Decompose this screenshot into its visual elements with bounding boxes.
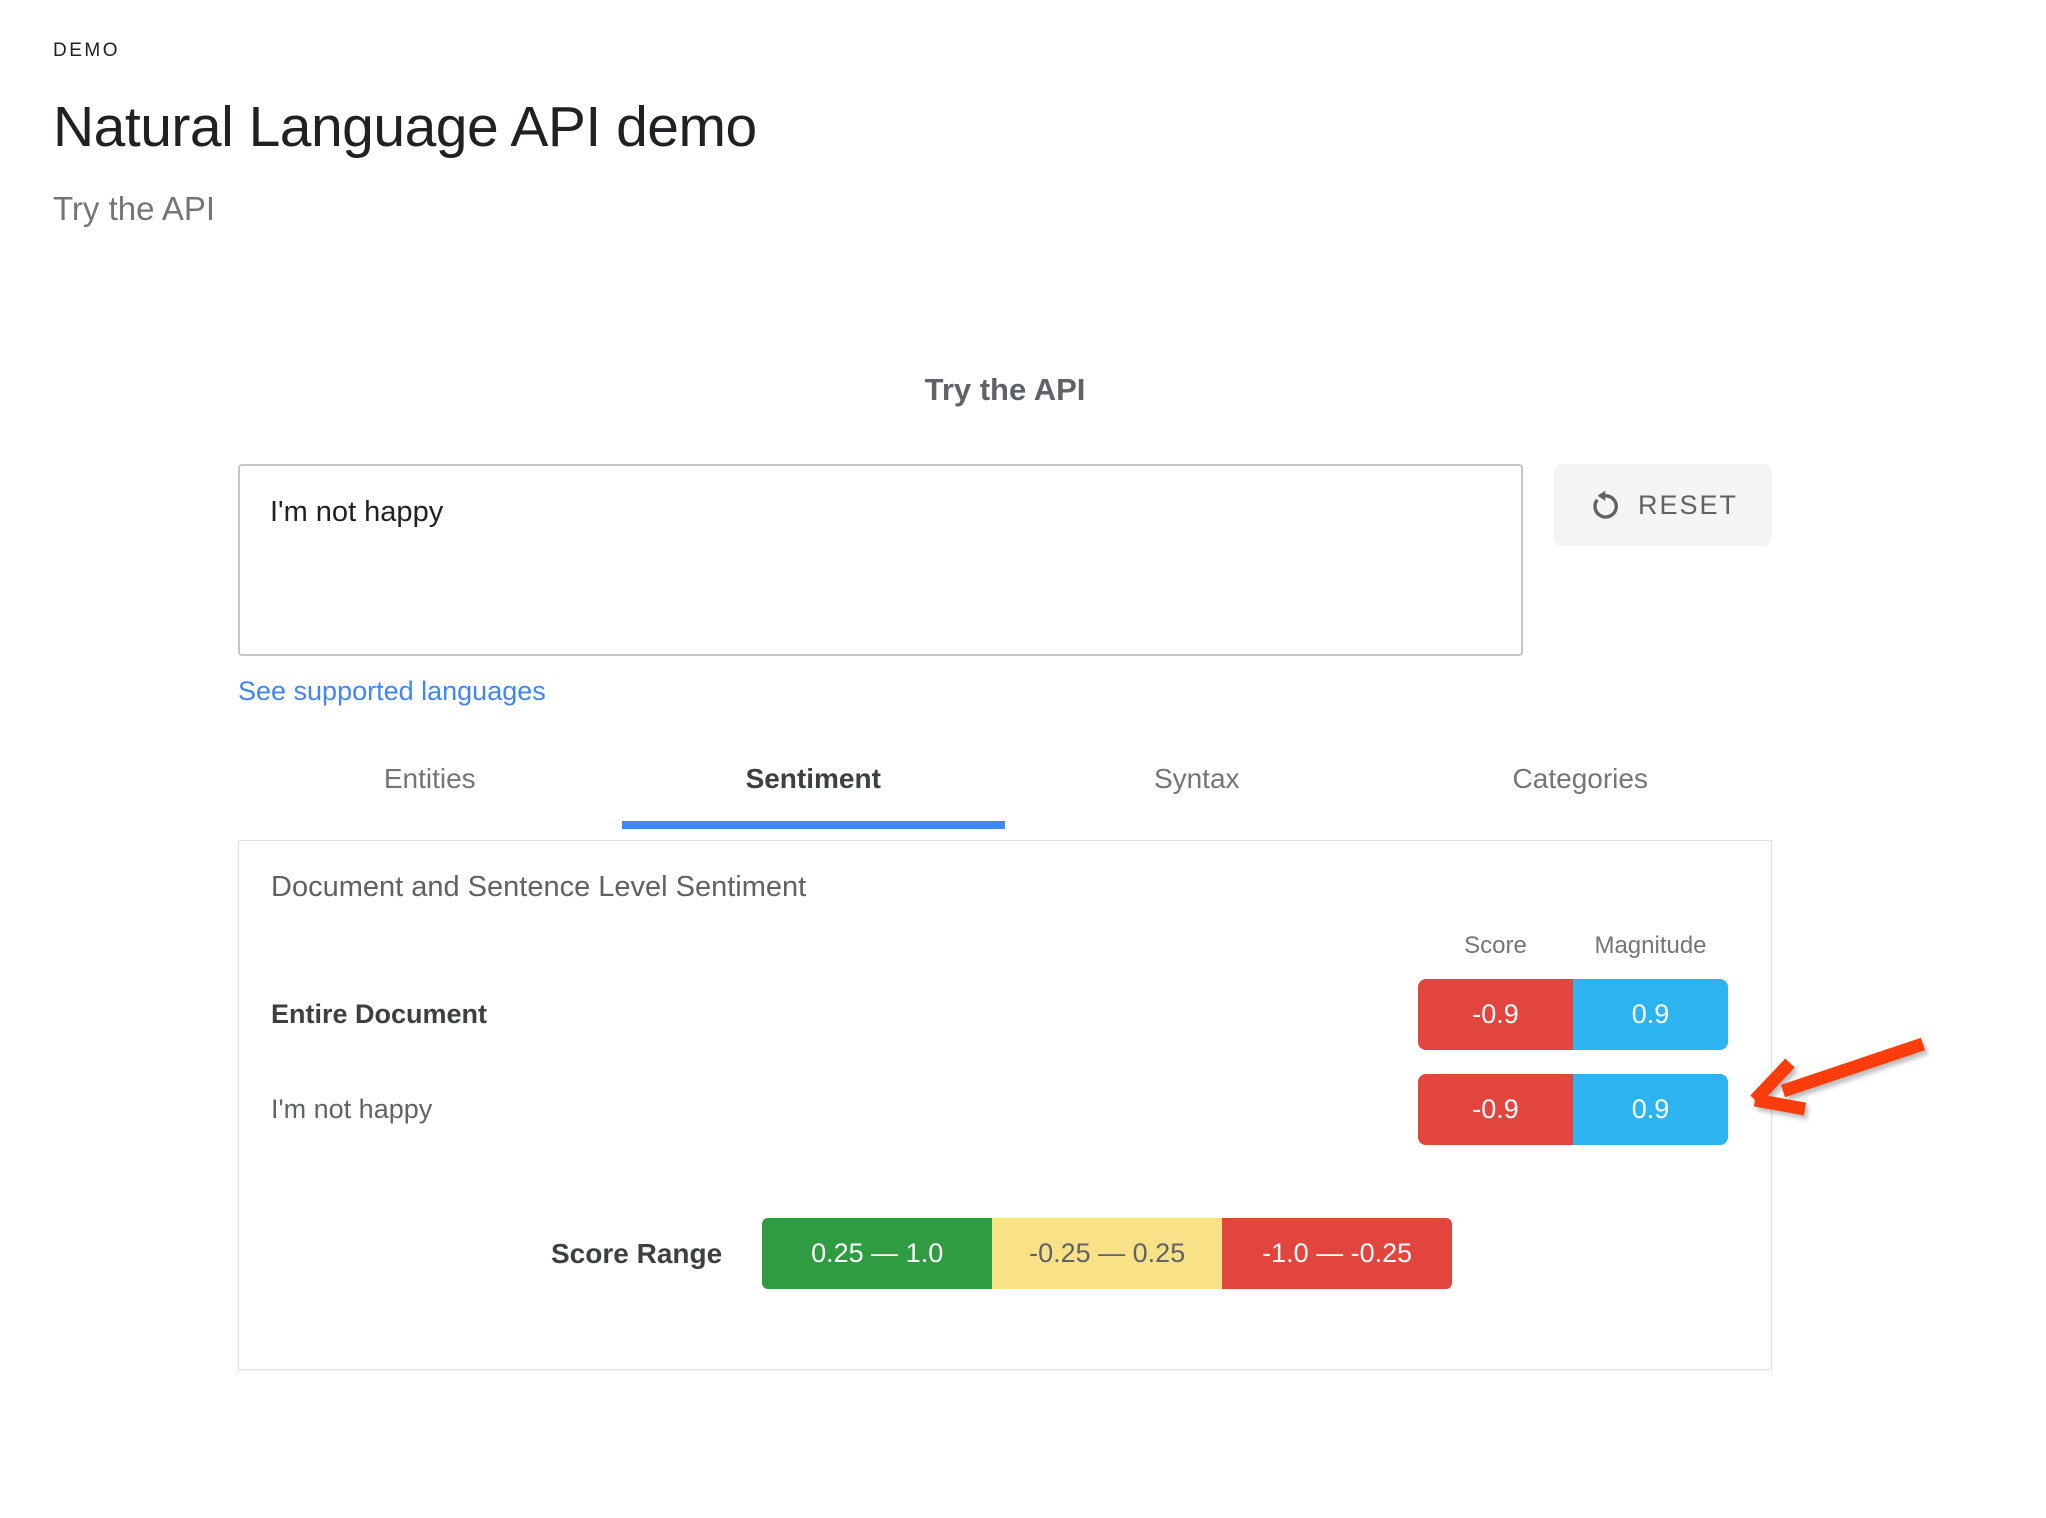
tab-sentiment[interactable]: Sentiment: [621, 763, 1005, 829]
input-row: I'm not happy RESET: [238, 464, 1772, 656]
tab-categories[interactable]: Categories: [1512, 763, 1648, 794]
supported-languages-link[interactable]: See supported languages: [238, 676, 546, 706]
tab-syntax[interactable]: Syntax: [1153, 763, 1240, 794]
sentiment-panel: Document and Sentence Level Sentiment Sc…: [238, 840, 1772, 1370]
score-column-header: Score: [1464, 932, 1527, 959]
score-range-negative: -1.0 — -0.25: [1222, 1218, 1453, 1289]
score-badge: -0.9: [1418, 979, 1573, 1050]
sentiment-badges: -0.9 0.9: [1418, 979, 1728, 1050]
sentiment-row-entire-document: Entire Document -0.9 0.9: [271, 979, 1739, 1050]
column-headers: Score Magnitude: [271, 932, 1728, 960]
score-range-positive: 0.25 — 1.0: [762, 1218, 993, 1289]
sentiment-row-sentence: I'm not happy -0.9 0.9: [271, 1074, 1739, 1145]
page-header: DEMO Natural Language API demo Try the A…: [53, 40, 757, 228]
reset-button-label: RESET: [1637, 489, 1739, 520]
page-subtitle: Try the API: [53, 190, 216, 227]
result-tabs: Entities Sentiment Syntax Categories: [238, 763, 1772, 829]
text-input[interactable]: I'm not happy: [238, 464, 1523, 656]
magnitude-column-header: Magnitude: [1594, 932, 1707, 959]
tab-entities[interactable]: Entities: [383, 763, 476, 794]
reset-button[interactable]: RESET: [1554, 464, 1772, 546]
score-range-legend: Score Range 0.25 — 1.0 -0.25 — 0.25 -1.0…: [551, 1218, 1739, 1289]
row-label: I'm not happy: [271, 1094, 433, 1124]
sentiment-badges: -0.9 0.9: [1418, 1074, 1728, 1145]
magnitude-badge: 0.9: [1573, 1074, 1728, 1145]
try-api-section: Try the API I'm not happy RESET See supp…: [238, 372, 1772, 1370]
score-range-label: Score Range: [551, 1237, 723, 1269]
score-range-neutral: -0.25 — 0.25: [992, 1218, 1223, 1289]
try-api-heading: Try the API: [924, 372, 1086, 407]
score-badge: -0.9: [1418, 1074, 1573, 1145]
reset-icon: [1593, 490, 1618, 519]
page-title: Natural Language API demo: [53, 95, 757, 159]
magnitude-badge: 0.9: [1573, 979, 1728, 1050]
sentiment-panel-title: Document and Sentence Level Sentiment: [271, 871, 807, 903]
eyebrow-label: DEMO: [53, 40, 120, 61]
row-label: Entire Document: [271, 999, 488, 1029]
annotation-arrow-icon: [1750, 1037, 1926, 1116]
